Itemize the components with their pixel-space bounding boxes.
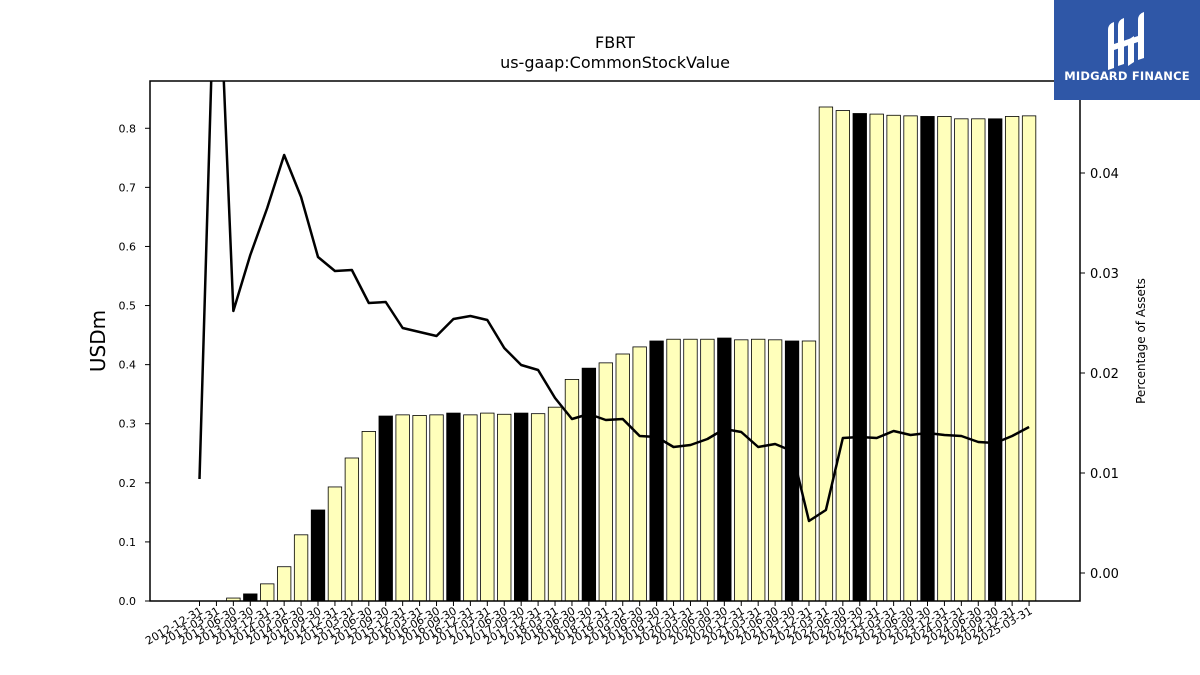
bar: [818, 106, 834, 602]
bar: [480, 412, 495, 602]
bar: [514, 412, 529, 602]
bar: [429, 414, 444, 602]
y-axis-label: USDm: [86, 310, 110, 372]
bar: [988, 118, 1003, 602]
y2-axis-label: Percentage of Assets: [1134, 278, 1148, 404]
bar: [666, 338, 681, 602]
y-tick-label: 0.4: [119, 359, 137, 372]
bar: [700, 338, 715, 602]
midgard-finance-logo: MIDGARD FINANCE: [1054, 0, 1200, 100]
bar: [581, 367, 597, 602]
line-group: [198, 81, 1030, 523]
line-series: [198, 81, 1030, 523]
y-tick-label: 0.0: [119, 595, 137, 608]
logo-text: MIDGARD FINANCE: [1064, 69, 1190, 83]
bars-group: [226, 106, 1037, 602]
bar: [971, 118, 986, 602]
bar: [683, 338, 698, 602]
bar: [395, 414, 410, 602]
bar: [276, 566, 292, 602]
bar: [378, 415, 393, 602]
y-tick-label: 0.8: [119, 122, 137, 135]
y-tick-label: 0.3: [119, 418, 137, 431]
bar: [243, 593, 258, 602]
bar: [310, 509, 326, 602]
bar: [649, 340, 664, 602]
bar: [361, 431, 376, 602]
y-tick-label: 0.1: [119, 536, 137, 549]
bar: [734, 339, 749, 602]
bar: [717, 337, 732, 602]
y-tick-label: 0.5: [119, 300, 137, 313]
bar: [497, 413, 512, 602]
bar: [801, 340, 817, 602]
bar: [344, 457, 360, 602]
plot-frame: [149, 80, 1081, 602]
y2-tick-label: 0.01: [1090, 467, 1119, 482]
bar: [1004, 116, 1020, 602]
y-tick-label: 0.6: [119, 240, 137, 253]
bar: [598, 362, 613, 602]
axes-group: 0.0 0.1 0.2 0.3 0.4 0.5 0.6 0.7 0.8 0.00 0.01 0.02 0…: [119, 80, 1119, 648]
y2-tick-label: 0.00: [1090, 567, 1119, 582]
bar: [767, 339, 783, 602]
bar: [327, 486, 343, 602]
bar: [632, 346, 647, 602]
bar: [937, 116, 952, 602]
chart-subtitle: us-gaap:CommonStockValue: [500, 53, 730, 72]
bar: [852, 113, 867, 602]
bar: [615, 353, 630, 602]
y-tick-label: 0.7: [119, 181, 137, 194]
bar: [547, 406, 563, 602]
bar: [954, 118, 969, 602]
bar: [920, 116, 935, 602]
bar: [1021, 115, 1037, 602]
logo-mark-icon: [1108, 12, 1144, 70]
y-tick-label: 0.2: [119, 477, 137, 490]
bar: [463, 414, 478, 602]
y2-tick-label: 0.04: [1090, 167, 1119, 182]
y2-tick-label: 0.02: [1090, 367, 1119, 382]
bar: [446, 412, 461, 602]
bar: [412, 415, 427, 602]
bar: [903, 115, 918, 602]
bar: [869, 113, 884, 602]
bar: [260, 583, 275, 602]
chart-title: FBRT: [595, 33, 635, 52]
bar: [293, 534, 309, 602]
bar: [835, 110, 850, 602]
y2-tick-label: 0.03: [1090, 267, 1119, 282]
bar: [530, 413, 546, 602]
bar: [751, 338, 766, 602]
bar: [886, 114, 901, 602]
